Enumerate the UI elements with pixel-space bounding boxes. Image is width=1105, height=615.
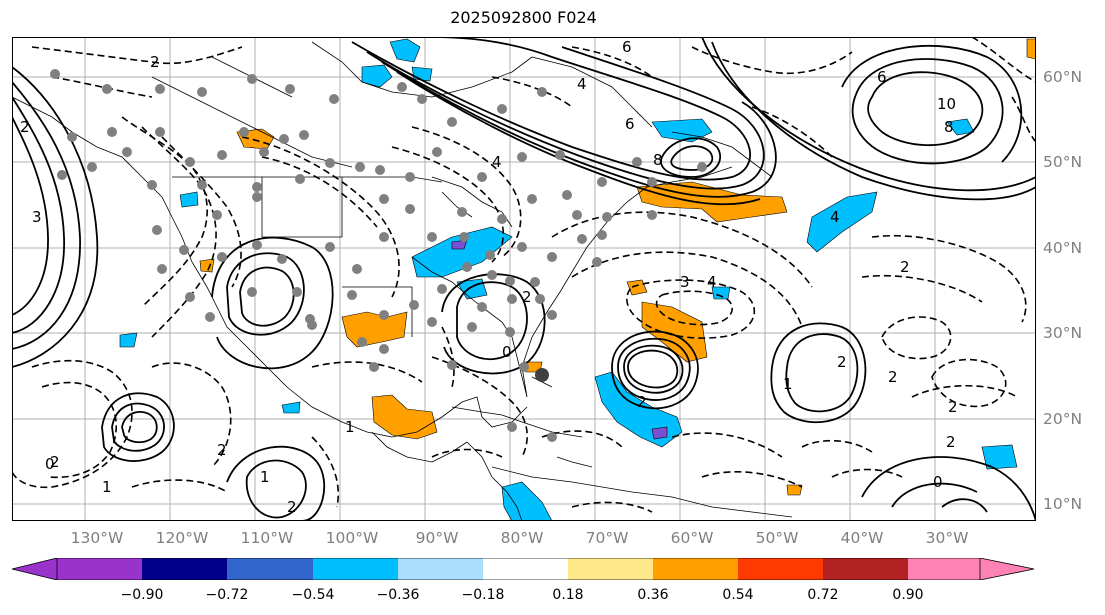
contour-label: 0 [45,455,55,473]
colorbar-segment [568,558,653,580]
contour-label: 2 [20,118,30,136]
lon-label: 40°W [840,529,884,547]
lon-label: 120°W [155,529,209,547]
colorbar-tick-label: 0.18 [552,587,584,603]
lon-label: 90°W [415,529,459,547]
contour-label: 2 [150,53,160,71]
lon-label: 100°W [325,529,379,547]
colorbar-tick-label: −0.36 [376,587,420,603]
lon-label: 70°W [585,529,629,547]
colorbar-segment [227,558,313,580]
colorbar-segment [980,558,1034,580]
map-panel: 6 4 2 0 2 4 6 8 10 1 3 2 3 6 8 4 2 0 2 2… [12,37,1036,521]
colorbar-tick-label: 0.90 [892,587,924,603]
contour-label: 2 [50,453,60,471]
contour-label: 4 [492,153,502,171]
station-markers [50,69,707,442]
coastlines [12,41,793,521]
contour-label: 2 [888,368,898,386]
colorbar-tick-label: 0.54 [722,587,754,603]
dashed-contours [12,37,1036,513]
lat-label: 50°N [1043,153,1083,171]
contour-label: 2 [948,398,958,416]
contour-label: 1 [783,375,793,393]
solid-contours [12,37,1036,521]
colorbar-segment [313,558,398,580]
colorbar-segment [823,558,908,580]
colorbar-segment [653,558,738,580]
colorbar-segment [738,558,823,580]
contour-label: 4 [830,208,840,226]
colorbar-segment [908,558,980,580]
contour-label: 1 [102,478,112,496]
contour-label: 2 [217,441,227,459]
contour-label: 2 [837,353,847,371]
contour-label: 0 [502,343,512,361]
colorbar-tick-label: 0.36 [637,587,669,603]
lon-label: 130°W [70,529,124,547]
contour-label: 3 [680,273,690,291]
contour-label: 2 [522,288,532,306]
contour-label: 1 [260,468,270,486]
colorbar-tick-label: −0.54 [291,587,335,603]
colorbar-tick-label: −0.90 [120,587,164,603]
contour-label: 3 [32,208,42,226]
lon-label: 50°W [755,529,799,547]
contour-label: 2 [900,258,910,276]
contour-label: 10 [937,95,956,113]
lon-label: 80°W [500,529,544,547]
contour-label: 6 [625,115,635,133]
lat-label: 30°N [1043,324,1083,342]
hurricane-marker [535,368,549,382]
contour-label: 2 [287,498,297,516]
contour-label: 4 [577,75,587,93]
colorbar [11,558,1035,580]
map-title: 2025092800 F024 [450,8,597,27]
colorbar-tick-label: −0.72 [205,587,249,603]
lat-label: 40°N [1043,239,1083,257]
colorbar-segment [398,558,483,580]
contour-label: 4 [707,273,717,291]
colorbar-segment [12,558,57,580]
lat-label: 20°N [1043,410,1083,428]
colorbar-segment [483,558,568,580]
lon-label: 30°W [925,529,969,547]
contour-label: 2 [946,433,956,451]
colorbar-tick-label: 0.72 [807,587,839,603]
contour-label: 8 [944,118,954,136]
contour-label: 2 [637,393,647,411]
lat-label: 10°N [1043,495,1083,513]
colorbar-tick-label: −0.18 [461,587,505,603]
colorbar-segment [142,558,227,580]
contour-label: 6 [622,38,632,56]
contour-label: 0 [933,473,943,491]
contour-label: 8 [653,151,663,169]
lat-label: 60°N [1043,68,1083,86]
contour-label: 1 [345,418,355,436]
lon-label: 60°W [670,529,714,547]
lon-label: 110°W [240,529,294,547]
contour-labels: 6 4 2 0 2 4 6 8 10 1 3 2 3 6 8 4 2 0 2 2… [20,38,958,516]
colorbar-segment [57,558,142,580]
contour-label: 6 [877,68,887,86]
